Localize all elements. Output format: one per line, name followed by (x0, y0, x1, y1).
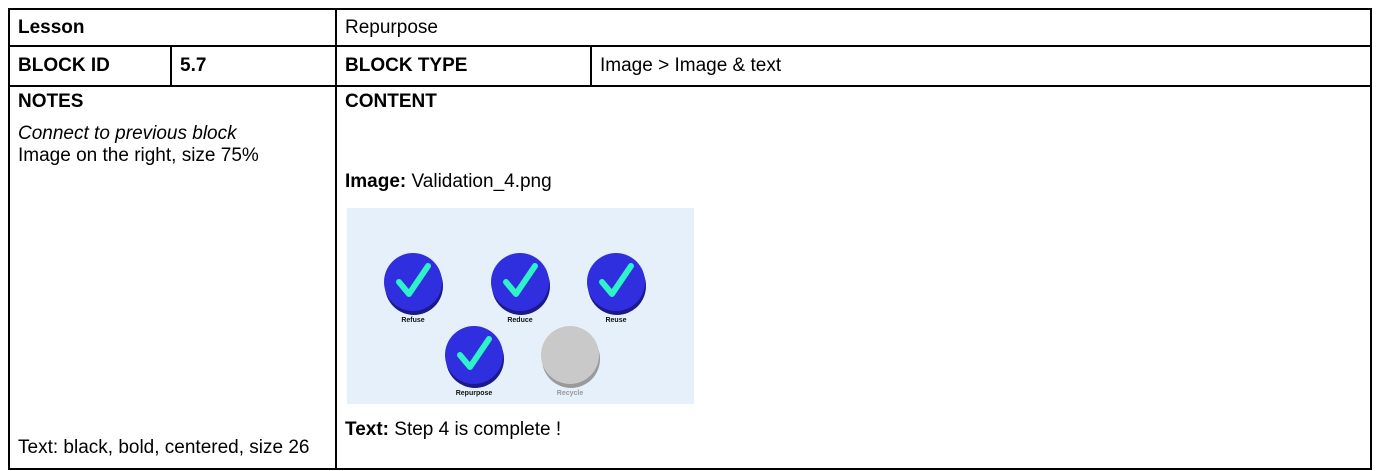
notes-heading: NOTES (18, 91, 84, 112)
button-label: Reuse (605, 317, 626, 324)
notes-cell: NOTES Connect to previous block Image on… (8, 85, 337, 470)
check-icon (457, 336, 492, 370)
image-file: Validation_4.png (411, 171, 552, 192)
cell: Repurpose (335, 8, 1372, 47)
cell: BLOCK TYPE (335, 45, 592, 87)
check-icon (396, 263, 431, 297)
button (384, 253, 442, 311)
text-value: Step 4 is complete ! (394, 419, 562, 440)
button (541, 326, 599, 384)
note: Image on the right, size 75% (18, 145, 259, 166)
content-cell: CONTENT Image: Validation_4.png Refuse Re… (335, 85, 1372, 470)
text-label: Text: (345, 419, 389, 440)
row: BLOCK ID 5.7 BLOCK TYPE Image > Image & … (8, 45, 1372, 87)
row: Lesson Repurpose (8, 8, 1372, 47)
check-icon (503, 263, 538, 297)
row: NOTES Connect to previous block Image on… (8, 85, 1372, 470)
image: Refuse Reduce Reuse Repurpose Recycle (347, 208, 694, 404)
cell: 5.7 (170, 45, 337, 87)
button-label: Reduce (507, 317, 532, 324)
button-label: Recycle (557, 390, 584, 397)
image-label: Image: (345, 171, 407, 192)
note: Connect to previous block (18, 123, 237, 144)
content-heading: CONTENT (345, 91, 437, 112)
button (445, 326, 503, 384)
cell: BLOCK ID (8, 45, 172, 87)
button (587, 253, 645, 311)
cell: Lesson (8, 8, 337, 47)
button (491, 253, 549, 311)
check-icon (599, 263, 634, 297)
button-label: Repurpose (456, 390, 493, 397)
cell: Image > Image & text (590, 45, 1372, 87)
button-label: Refuse (401, 317, 424, 324)
lesson-table: Lesson Repurpose BLOCK ID 5.7 BLOCK TYPE… (8, 8, 1372, 470)
note: Text: black, bold, centered, size 26 (18, 437, 310, 458)
